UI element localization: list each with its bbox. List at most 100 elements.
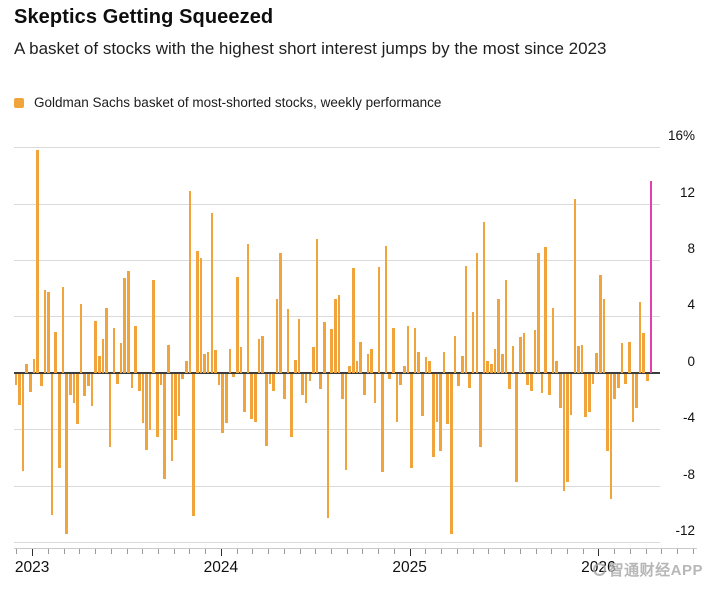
bar [87, 373, 90, 387]
bar [21, 373, 25, 471]
x-axis-minor-tick [205, 549, 207, 554]
x-axis-minor-tick [425, 549, 427, 554]
bar [272, 373, 275, 391]
bar [112, 327, 116, 373]
gridline [14, 429, 660, 431]
bar [559, 373, 562, 408]
bar [588, 373, 591, 412]
x-axis-minor-tick [661, 549, 663, 554]
watermark: 智通财经APP [592, 559, 703, 580]
bar [123, 278, 126, 373]
bar [246, 244, 250, 373]
bar [352, 268, 355, 373]
x-axis-minor-tick [331, 549, 333, 554]
bar [504, 279, 508, 373]
bar [500, 354, 504, 373]
legend: Goldman Sachs basket of most-shorted sto… [14, 95, 441, 110]
bar [457, 373, 460, 387]
bar [268, 373, 272, 384]
x-axis-minor-tick [173, 549, 175, 554]
bar [548, 373, 551, 395]
bar [348, 365, 352, 373]
bar [428, 361, 431, 373]
bar [286, 309, 290, 373]
y-axis-label: 8 [687, 240, 695, 256]
bar [475, 252, 479, 373]
bar [330, 328, 333, 373]
bar [417, 351, 421, 373]
bar [54, 331, 58, 373]
x-axis-minor-tick [189, 549, 191, 554]
bar [453, 336, 457, 373]
bar [199, 258, 203, 373]
bar [446, 373, 450, 425]
bar [431, 373, 435, 457]
zero-line [14, 371, 660, 374]
x-axis-minor-tick [252, 549, 254, 554]
bar [25, 364, 28, 373]
bar [243, 373, 246, 412]
bar [221, 373, 224, 433]
bar [566, 373, 569, 483]
bar [47, 292, 50, 373]
bar [32, 358, 36, 373]
x-axis-major-tick [409, 549, 411, 556]
bar [79, 303, 83, 373]
bar [479, 373, 482, 447]
bar [145, 373, 148, 450]
bar [617, 373, 620, 388]
bar [283, 373, 286, 400]
bar [577, 345, 580, 373]
bar [294, 360, 297, 373]
x-axis-minor-tick [519, 549, 521, 554]
bar [116, 373, 119, 384]
bar [620, 343, 624, 373]
x-axis-year-label: 2025 [392, 559, 427, 576]
bar [65, 373, 68, 535]
bar [642, 333, 646, 373]
bar [606, 373, 609, 452]
gridline [14, 485, 660, 487]
bar [482, 221, 486, 373]
bar [58, 373, 61, 469]
bar [609, 373, 613, 500]
bar [529, 373, 533, 391]
x-axis-minor-tick [236, 549, 238, 554]
bar [381, 373, 384, 473]
bar [551, 307, 555, 373]
bar [519, 337, 522, 373]
bar [569, 373, 573, 415]
bar [486, 361, 489, 373]
bar [105, 307, 108, 373]
y-axis-label: 0 [687, 353, 695, 369]
bar [156, 373, 159, 438]
bar [591, 373, 595, 384]
x-axis-major-tick [220, 549, 222, 556]
bar [308, 373, 312, 381]
x-axis-minor-tick [645, 549, 647, 554]
bar [450, 373, 453, 535]
x-axis-minor-tick [142, 549, 144, 554]
bar [148, 373, 152, 431]
bar [61, 286, 65, 373]
bar [497, 299, 500, 373]
bar [275, 299, 279, 373]
bar [279, 252, 283, 373]
bar [424, 357, 428, 373]
bar [181, 373, 185, 380]
bar [50, 373, 54, 515]
bar [373, 373, 377, 404]
bar [537, 252, 540, 373]
gridline [14, 259, 660, 261]
bar [395, 373, 399, 422]
watermark-text: 智通财经APP [608, 562, 703, 579]
bar [68, 373, 72, 395]
bar [206, 351, 210, 373]
x-axis-minor-tick [472, 549, 474, 554]
bar [442, 351, 446, 373]
bar [646, 373, 649, 381]
bar [254, 373, 257, 422]
bar [297, 319, 301, 373]
y-axis-label: 16% [667, 128, 695, 144]
